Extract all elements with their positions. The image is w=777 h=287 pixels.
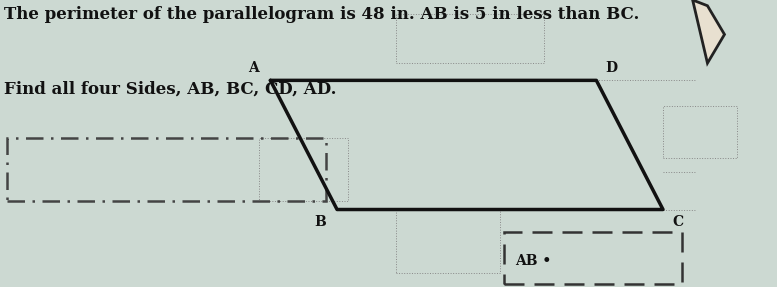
Text: AB •: AB • <box>515 254 551 268</box>
Text: B: B <box>314 215 326 229</box>
Text: C: C <box>672 215 683 229</box>
Bar <box>503 232 681 284</box>
Text: The perimeter of the parallelogram is 48 in. AB is 5 in less than BC.: The perimeter of the parallelogram is 48… <box>4 6 639 23</box>
Bar <box>260 138 348 201</box>
Bar <box>396 210 500 273</box>
Text: A: A <box>249 61 260 75</box>
Bar <box>8 138 326 201</box>
Text: D: D <box>605 61 618 75</box>
Bar <box>396 14 545 63</box>
Text: Find all four Sides, AB, BC, CD, AD.: Find all four Sides, AB, BC, CD, AD. <box>4 80 336 97</box>
Polygon shape <box>692 0 724 63</box>
Bar <box>663 106 737 158</box>
